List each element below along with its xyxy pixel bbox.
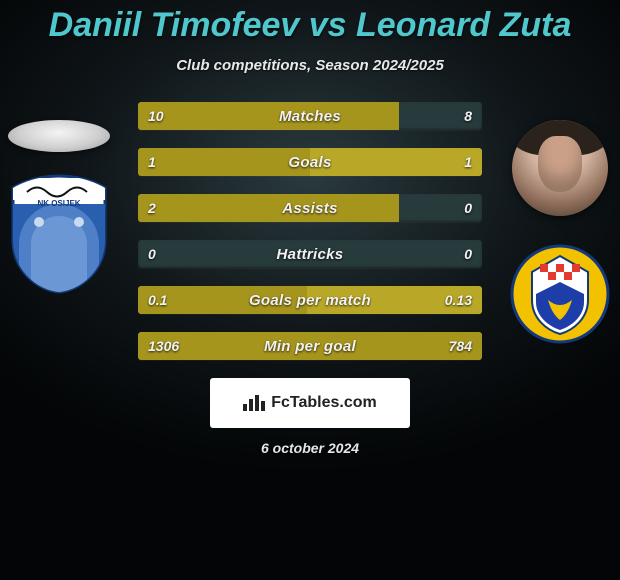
stat-label: Goals per match (138, 286, 482, 314)
stat-row: 00Hattricks (138, 240, 482, 268)
stat-row: 0.10.13Goals per match (138, 286, 482, 314)
stat-row: 108Matches (138, 102, 482, 130)
stat-label: Matches (138, 102, 482, 130)
date-text: 6 october 2024 (0, 440, 620, 456)
infographic-root: { "title": "Daniil Timofeev vs Leonard Z… (0, 0, 620, 580)
stat-bars: 108Matches 11Goals 20Assists 00Hattricks 0.1… (138, 102, 482, 360)
subtitle: Club competitions, Season 2024/2025 (0, 57, 620, 74)
bars-icon (243, 395, 265, 411)
stat-label: Min per goal (138, 332, 482, 360)
stat-row: 11Goals (138, 148, 482, 176)
branding-box[interactable]: FcTables.com (210, 378, 410, 428)
stats-area: 108Matches 11Goals 20Assists 00Hattricks 0.1… (0, 102, 620, 360)
stat-label: Goals (138, 148, 482, 176)
stat-label: Assists (138, 194, 482, 222)
page-title: Daniil Timofeev vs Leonard Zuta (0, 0, 620, 45)
stat-label: Hattricks (138, 240, 482, 268)
stat-row: 20Assists (138, 194, 482, 222)
stat-row: 1306784Min per goal (138, 332, 482, 360)
branding-label: FcTables.com (271, 394, 377, 412)
